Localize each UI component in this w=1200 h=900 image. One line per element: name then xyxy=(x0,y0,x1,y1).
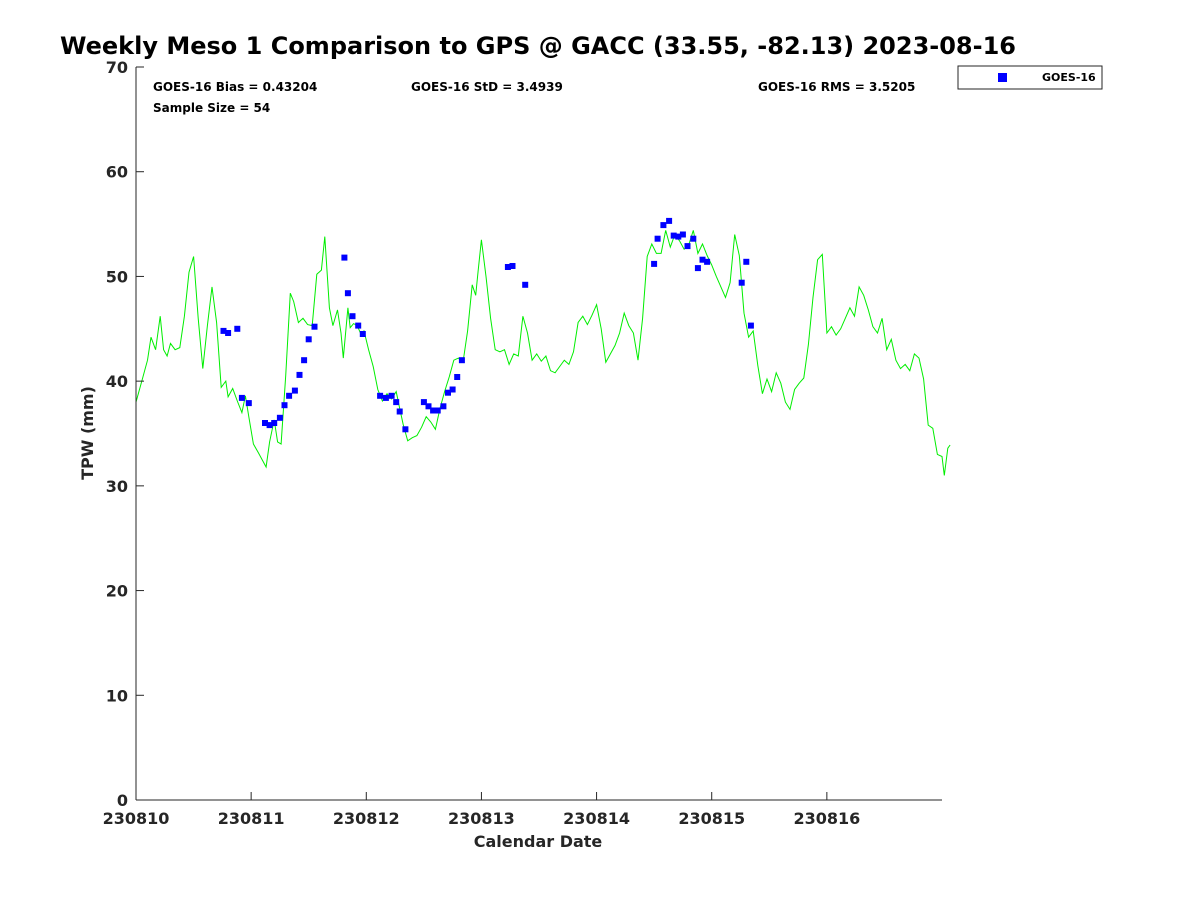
rms-stat: GOES-16 RMS = 3.5205 xyxy=(758,80,915,94)
plot-area xyxy=(136,67,942,800)
goes16-point xyxy=(388,392,395,399)
goes16-point xyxy=(266,422,273,429)
goes16-point xyxy=(286,392,293,399)
goes16-point xyxy=(296,371,303,378)
x-tick-label: 230816 xyxy=(793,809,860,828)
goes16-point xyxy=(349,313,356,320)
goes16-point xyxy=(522,281,529,288)
y-tick-label: 50 xyxy=(106,267,128,286)
goes16-point xyxy=(382,394,389,401)
goes16-point xyxy=(220,327,227,334)
goes16-point xyxy=(445,389,451,396)
y-tick-label: 0 xyxy=(117,791,128,810)
goes16-point xyxy=(694,265,701,272)
y-tick-label: 30 xyxy=(106,477,128,496)
goes16-point xyxy=(670,232,677,239)
goes16-point xyxy=(271,420,278,426)
goes16-point xyxy=(458,357,465,364)
goes16-point xyxy=(743,258,750,265)
goes16-point xyxy=(291,387,298,394)
chart-title: Weekly Meso 1 Comparison to GPS @ GACC (… xyxy=(60,32,1016,60)
goes16-point xyxy=(355,322,362,329)
goes16-point xyxy=(449,386,456,393)
legend-marker xyxy=(998,73,1007,82)
goes16-point xyxy=(747,322,754,329)
goes16-point xyxy=(225,330,232,336)
sample-size-stat: Sample Size = 54 xyxy=(153,101,270,115)
x-tick-label: 230810 xyxy=(103,809,170,828)
x-tick-label: 230812 xyxy=(333,809,400,828)
goes16-point xyxy=(276,414,283,421)
goes16-point xyxy=(262,420,268,426)
goes16-point xyxy=(238,394,245,401)
goes16-point xyxy=(654,235,661,242)
goes16-point xyxy=(393,399,400,406)
gps-line xyxy=(135,230,951,476)
goes16-point xyxy=(344,290,351,297)
legend: GOES-16 xyxy=(957,65,1103,90)
goes16-point xyxy=(434,407,441,414)
gps-series xyxy=(135,230,951,476)
goes16-point xyxy=(305,336,312,343)
goes16-point xyxy=(440,403,447,410)
goes16-point xyxy=(281,402,288,409)
goes16-point xyxy=(684,243,691,250)
x-axis-label: Calendar Date xyxy=(474,832,603,851)
goes16-point xyxy=(420,399,427,406)
goes16-series xyxy=(220,217,754,433)
goes16-point xyxy=(311,323,318,330)
goes16-point xyxy=(430,407,437,414)
goes16-point xyxy=(679,231,686,238)
goes16-point xyxy=(341,254,348,261)
goes16-point xyxy=(738,279,745,286)
goes16-point xyxy=(301,357,308,364)
y-tick-label: 40 xyxy=(106,372,128,391)
goes16-point xyxy=(509,263,516,269)
goes16-point xyxy=(377,392,384,399)
goes16-point xyxy=(396,408,403,415)
x-tick-label: 230813 xyxy=(448,809,515,828)
goes16-point xyxy=(699,256,706,263)
goes16-point xyxy=(504,264,511,270)
y-axis-label: TPW (mm) xyxy=(78,386,97,480)
goes16-point xyxy=(359,331,366,337)
y-tick-label: 20 xyxy=(106,582,128,601)
x-tick-label: 230811 xyxy=(218,809,285,828)
legend-label: GOES-16 xyxy=(1042,71,1096,84)
goes16-point xyxy=(245,400,252,407)
goes16-point xyxy=(675,233,682,240)
goes16-point xyxy=(234,325,241,332)
bias-stat: GOES-16 Bias = 0.43204 xyxy=(153,80,317,94)
goes16-point xyxy=(690,235,697,242)
y-axis-ticks: 0 10 20 30 40 50 60 70 xyxy=(106,58,144,810)
std-stat: GOES-16 StD = 3.4939 xyxy=(411,80,563,94)
goes16-point xyxy=(660,222,667,229)
goes16-point xyxy=(666,217,673,224)
x-axis-ticks: 230810 230811 230812 230813 230814 230815 2308… xyxy=(103,792,860,828)
y-tick-label: 60 xyxy=(106,163,128,182)
goes16-point xyxy=(651,260,658,267)
goes16-point xyxy=(425,403,432,410)
y-tick-label: 10 xyxy=(106,686,128,705)
goes16-point xyxy=(454,374,461,380)
goes16-point xyxy=(402,426,409,433)
goes16-point xyxy=(704,258,711,265)
y-tick-label: 70 xyxy=(106,58,128,77)
x-tick-label: 230815 xyxy=(678,809,745,828)
legend-box xyxy=(957,65,1103,90)
x-tick-label: 230814 xyxy=(563,809,630,828)
